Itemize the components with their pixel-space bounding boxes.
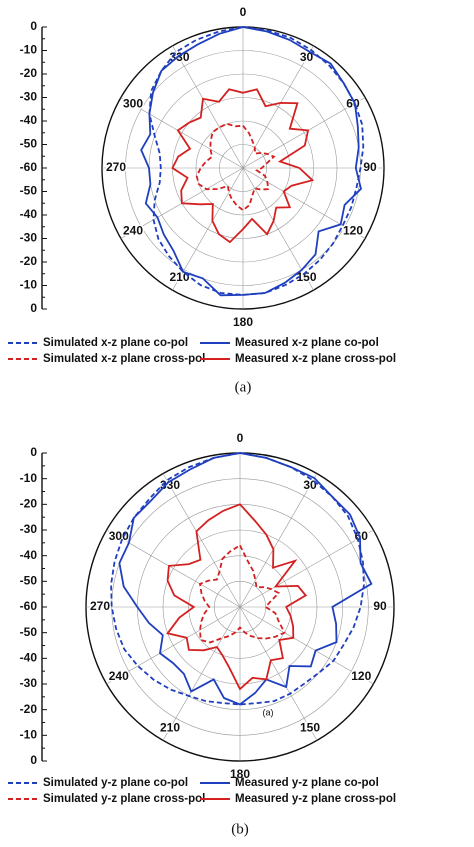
r-tick-label: -20 [20,254,38,268]
angle-label: 330 [160,478,180,492]
spoke [239,606,318,741]
r-tick-label: -20 [20,702,38,716]
legend-label: Simulated y-z plane co-pol [43,777,188,789]
spoke [242,97,366,169]
series-line [140,26,362,297]
angle-label: 150 [300,720,320,734]
legend-label: Measured y-z plane co-pol [235,777,379,789]
r-tick-label: -40 [20,207,38,221]
r-tick-label: -50 [20,574,38,588]
angle-label: 90 [363,160,377,174]
r-tick-label: -50 [20,184,38,198]
r-tick-label: -40 [20,548,38,562]
angle-label: 180 [230,767,250,781]
caption: (b) [231,821,249,837]
r-tick-label: -30 [20,522,38,536]
r-tick-label: -50 [20,137,38,151]
legend-label: Simulated x-z plane co-pol [43,337,188,349]
spoke [106,606,241,685]
angle-label: 270 [90,599,110,613]
series-line [195,122,276,212]
angle-label: 180 [233,315,253,329]
series-line [110,452,365,706]
spoke [172,45,244,169]
spoke [242,45,314,169]
angle-label: 90 [373,599,387,613]
angle-label: 270 [106,160,126,174]
r-tick-label: -30 [20,90,38,104]
spoke [239,606,374,685]
r-tick-label: 0 [30,19,37,33]
spoke [162,473,241,608]
spoke [239,473,318,608]
series-line [148,26,365,296]
annotation: (a) [263,707,274,717]
r-tick-label: -20 [20,66,38,80]
series-line [171,88,315,244]
angle-label: 210 [160,720,180,734]
series-line [118,452,373,706]
angle-label: 30 [303,478,317,492]
spoke [242,167,366,239]
r-tick-label: -10 [20,278,38,292]
r-tick-label: 0 [30,753,37,767]
r-tick-label: 0 [30,301,37,315]
r-tick-label: -30 [20,676,38,690]
angle-label: 120 [351,669,371,683]
angle-label: 300 [109,529,129,543]
r-tick-label: -10 [20,43,38,57]
legend-label: Simulated x-z plane cross-pol [43,353,205,365]
spoke [162,606,241,741]
angle-label: 240 [109,669,129,683]
r-tick-label: 0 [30,445,37,459]
legend-label: Measured x-z plane cross-pol [235,353,396,365]
r-tick-label: -40 [20,113,38,127]
legend-label: Measured y-z plane cross-pol [235,793,396,805]
r-tick-label: -60 [20,599,38,613]
r-tick-label: -40 [20,651,38,665]
angle-label: 120 [343,224,363,238]
r-tick-label: -10 [20,728,38,742]
r-tick-label: -30 [20,231,38,245]
angle-label: 0 [237,431,244,445]
spoke [120,97,244,169]
angle-label: 0 [240,5,247,19]
caption: (a) [235,379,252,395]
r-tick-label: -60 [20,160,38,174]
angle-label: 300 [123,97,143,111]
spoke [239,529,374,608]
r-tick-label: -50 [20,625,38,639]
series-line [166,503,308,691]
series-line [199,544,286,644]
angle-label: 150 [296,270,316,284]
spoke [172,167,244,291]
legend-label: Measured x-z plane co-pol [235,337,379,349]
r-tick-label: -10 [20,471,38,485]
legend-label: Simulated y-z plane cross-pol [43,793,205,805]
r-tick-label: -20 [20,497,38,511]
angle-label: 240 [123,224,143,238]
